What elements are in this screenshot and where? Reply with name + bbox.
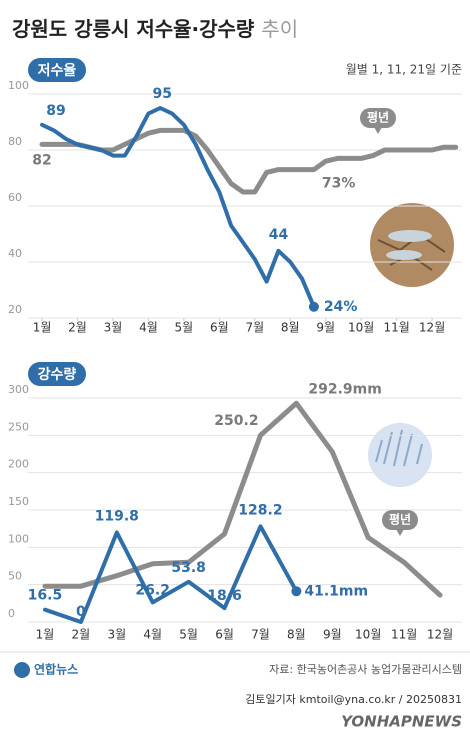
credit: 김토일기자 kmtoil@yna.co.kr / 20250831 xyxy=(245,692,462,706)
value-label: 119.8 xyxy=(95,509,139,525)
value-label: 0 xyxy=(76,604,86,620)
rain xyxy=(375,429,423,467)
rain-image xyxy=(368,423,432,487)
x-tick-label: 3월 xyxy=(104,321,123,335)
watermark: YONHAPNEWS xyxy=(341,713,462,731)
x-tick-label: 2월 xyxy=(68,321,87,335)
y-tick-label: 100 xyxy=(8,532,29,545)
y-tick-label: 0 xyxy=(8,607,15,620)
legend-tag xyxy=(382,510,418,530)
x-tick-label: 5월 xyxy=(175,321,194,335)
value-label: 53.8 xyxy=(171,560,206,576)
x-tick-label: 8월 xyxy=(287,628,306,642)
drought-image xyxy=(370,203,454,287)
y-tick-label: 20 xyxy=(8,303,22,316)
value-label: 16.5 xyxy=(28,588,63,604)
x-tick-label: 9월 xyxy=(316,321,335,335)
y-tick-label: 60 xyxy=(8,191,22,204)
x-tick-label: 4월 xyxy=(143,628,162,642)
x-tick-label: 12월 xyxy=(427,628,453,642)
value-label: 89 xyxy=(46,103,65,119)
legend-label: 평년 xyxy=(389,513,411,527)
x-tick-label: 10월 xyxy=(348,321,374,335)
y-tick-label: 50 xyxy=(8,570,22,583)
end-dot xyxy=(308,301,319,312)
note: 월별 1, 11, 21일 기준 xyxy=(346,63,462,77)
x-tick-label: 1월 xyxy=(36,628,55,642)
x-tick-label: 5월 xyxy=(179,628,198,642)
x-tick-label: 9월 xyxy=(323,628,342,642)
value-label: 82 xyxy=(32,152,51,168)
series-line xyxy=(40,106,316,309)
x-tick-label: 11월 xyxy=(391,628,417,642)
x-tick-label: 4월 xyxy=(139,321,158,335)
legend-pointer xyxy=(396,529,404,536)
y-tick-label: 100 xyxy=(8,79,29,92)
title: 강원도 강릉시 저수율·강수량 추이 xyxy=(12,17,298,41)
x-tick-label: 3월 xyxy=(107,628,126,642)
x-tick-label: 2월 xyxy=(72,628,91,642)
value-label: 292.9mm xyxy=(308,381,381,397)
value-label: 44 xyxy=(269,227,289,243)
end-dot xyxy=(291,586,302,597)
x-tick-label: 8월 xyxy=(281,321,300,335)
series-line xyxy=(42,400,443,598)
y-tick-label: 300 xyxy=(8,383,29,396)
y-tick-label: 40 xyxy=(8,247,22,260)
series-line xyxy=(43,524,299,624)
x-tick-label: 6월 xyxy=(210,321,229,335)
logo-mark xyxy=(14,662,30,678)
x-tick-label: 1월 xyxy=(33,321,52,335)
logo: 연합뉴스 xyxy=(34,662,78,677)
y-tick-label: 150 xyxy=(8,495,29,508)
chart-title: 강수량 xyxy=(38,366,77,383)
header-box xyxy=(28,362,86,386)
title-main: 강원도 강릉시 저수율·강수량 xyxy=(12,17,255,41)
x-tick-label: 11월 xyxy=(383,321,409,335)
y-tick-label: 80 xyxy=(8,135,22,148)
fish xyxy=(386,250,422,260)
value-label: 250.2 xyxy=(214,413,258,429)
value-label: 95 xyxy=(152,86,171,102)
y-tick-label: 250 xyxy=(8,420,29,433)
value-label: 26.2 xyxy=(135,582,170,598)
header-box xyxy=(28,58,86,82)
x-tick-label: 12월 xyxy=(419,321,445,335)
source: 자료: 한국농어촌공사 농업가뭄관리시스템 xyxy=(269,663,462,676)
chart-title: 저수율 xyxy=(38,62,77,79)
x-tick-label: 6월 xyxy=(215,628,234,642)
legend-pointer xyxy=(374,127,382,134)
legend-label: 평년 xyxy=(367,111,389,125)
title-tail: 추이 xyxy=(261,17,298,41)
value-label: 128.2 xyxy=(238,502,282,518)
value-label: 73% xyxy=(322,176,356,192)
value-label: 18.6 xyxy=(207,588,242,604)
series-line xyxy=(39,127,459,195)
x-tick-label: 10월 xyxy=(355,628,381,642)
value-label: 41.1mm xyxy=(304,583,368,599)
legend-tag xyxy=(360,108,396,128)
x-tick-label: 7월 xyxy=(251,628,270,642)
value-label: 24% xyxy=(324,299,358,315)
x-tick-label: 7월 xyxy=(245,321,264,335)
fish xyxy=(388,230,432,242)
y-tick-label: 200 xyxy=(8,458,29,471)
